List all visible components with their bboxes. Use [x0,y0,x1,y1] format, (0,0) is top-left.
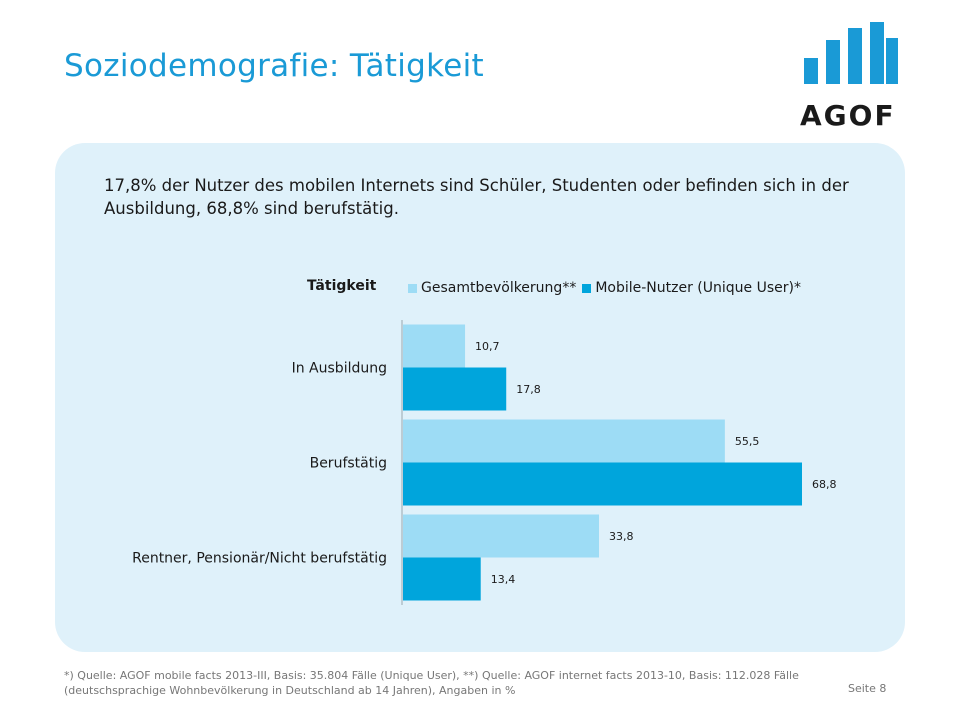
agof-logo: AGOF [800,22,900,130]
headline-text: 17,8% der Nutzer des mobilen Internets s… [104,176,849,218]
data-label-rentner-pension-r-nicht-berufst-tig-series-0: 33,8 [609,530,634,543]
legend-swatch-mobile-nutzer [582,283,592,293]
bar-berufst-tig-series-0 [403,419,725,463]
legend-label-mobile-nutzer: Mobile-Nutzer (Unique User)* [595,280,801,296]
data-label-in-ausbildung-series-1: 17,8 [516,383,541,396]
footnote: *) Quelle: AGOF mobile facts 2013-III, B… [64,669,799,697]
legend-item-mobile-nutzer: Mobile-Nutzer (Unique User)* [582,280,801,296]
category-label-berufst-tig: Berufstätig [310,456,387,472]
bar-in-ausbildung-series-1 [403,367,507,411]
category-label-rentner-pension-r-nicht-berufst-tig: Rentner, Pensionär/Nicht berufstätig [132,551,387,567]
bar-rentner-pension-r-nicht-berufst-tig-series-0 [403,514,600,558]
legend-item-gesamtbevoelkerung: Gesamtbevölkerung** [408,280,576,296]
bar-berufst-tig-series-1 [403,462,802,506]
bar-rentner-pension-r-nicht-berufst-tig-series-1 [403,557,481,601]
page-number: Seite 8 [848,682,887,695]
category-label-in-ausbildung: In Ausbildung [292,361,387,377]
legend-label-gesamtbevoelkerung: Gesamtbevölkerung** [421,280,577,296]
data-label-berufst-tig-series-1: 68,8 [812,478,837,491]
bar-in-ausbildung-series-0 [403,324,466,368]
data-label-rentner-pension-r-nicht-berufst-tig-series-1: 13,4 [491,573,516,586]
logo-text: AGOF [800,99,896,132]
data-label-in-ausbildung-series-0: 10,7 [475,340,500,353]
page-title: Soziodemografie: Tätigkeit [64,48,484,84]
data-label-berufst-tig-series-0: 55,5 [735,435,760,448]
chart-legend: Gesamtbevölkerung** Mobile-Nutzer (Uniqu… [408,280,807,296]
legend-swatch-gesamtbevoelkerung [408,283,417,293]
chart-title: Tätigkeit [307,278,377,294]
